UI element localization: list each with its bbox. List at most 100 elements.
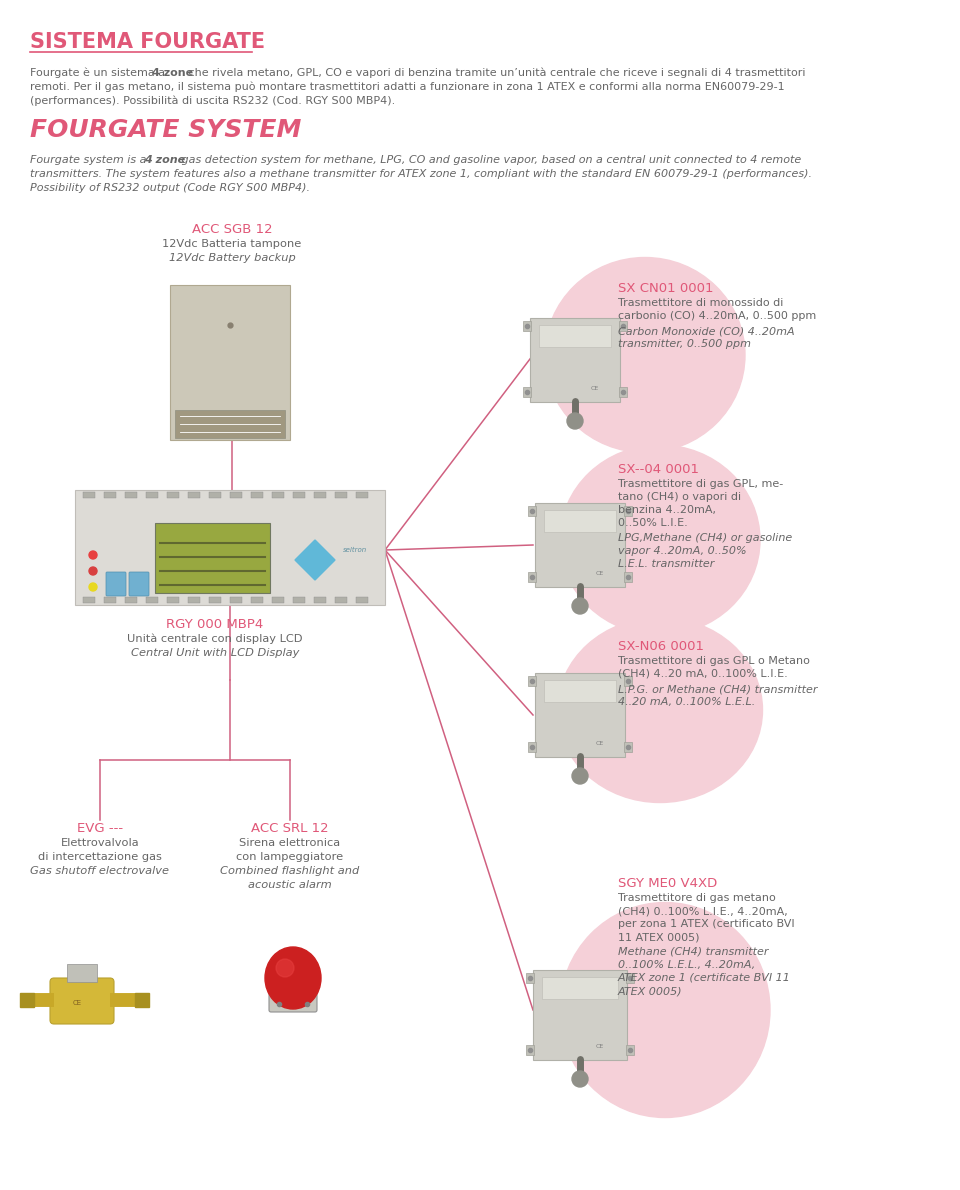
- Ellipse shape: [276, 959, 294, 977]
- FancyBboxPatch shape: [272, 597, 284, 603]
- Text: con lampeggiatore: con lampeggiatore: [236, 852, 344, 862]
- FancyBboxPatch shape: [523, 387, 531, 397]
- FancyBboxPatch shape: [314, 597, 326, 603]
- Text: 12Vdc Battery backup: 12Vdc Battery backup: [169, 253, 296, 263]
- Text: Trasmettitore di gas metano: Trasmettitore di gas metano: [618, 892, 776, 903]
- FancyBboxPatch shape: [83, 597, 95, 603]
- Circle shape: [572, 1071, 588, 1086]
- Text: Unità centrale con display LCD: Unità centrale con display LCD: [128, 634, 302, 645]
- Ellipse shape: [560, 902, 770, 1117]
- FancyBboxPatch shape: [175, 411, 285, 438]
- FancyBboxPatch shape: [619, 321, 627, 331]
- FancyBboxPatch shape: [624, 506, 632, 516]
- Text: Elettrovalvola: Elettrovalvola: [60, 838, 139, 848]
- Text: LPG,Methane (CH4) or gasoline: LPG,Methane (CH4) or gasoline: [618, 533, 792, 543]
- Text: CE: CE: [596, 1044, 604, 1050]
- Text: EVG ---: EVG ---: [77, 822, 123, 835]
- FancyBboxPatch shape: [167, 491, 179, 497]
- Text: Central Unit with LCD Display: Central Unit with LCD Display: [131, 649, 300, 658]
- FancyBboxPatch shape: [526, 1045, 534, 1056]
- Text: RGY 000 MBP4: RGY 000 MBP4: [166, 618, 264, 631]
- FancyBboxPatch shape: [530, 318, 620, 402]
- FancyBboxPatch shape: [528, 572, 536, 582]
- FancyBboxPatch shape: [624, 676, 632, 685]
- Text: SISTEMA FOURGATE: SISTEMA FOURGATE: [30, 32, 265, 52]
- Text: Fourgate è un sistema a: Fourgate è un sistema a: [30, 68, 169, 79]
- Text: SX--04 0001: SX--04 0001: [618, 463, 699, 476]
- Text: benzina 4..20mA,: benzina 4..20mA,: [618, 505, 716, 515]
- Ellipse shape: [545, 257, 745, 452]
- Text: CE: CE: [596, 741, 604, 746]
- FancyBboxPatch shape: [626, 1045, 634, 1056]
- FancyBboxPatch shape: [544, 679, 616, 702]
- FancyBboxPatch shape: [626, 973, 634, 983]
- FancyBboxPatch shape: [209, 491, 221, 497]
- Text: 4 zone: 4 zone: [144, 155, 185, 165]
- FancyBboxPatch shape: [314, 491, 326, 497]
- Text: FOURGATE SYSTEM: FOURGATE SYSTEM: [30, 118, 301, 142]
- Text: Sirena elettronica: Sirena elettronica: [239, 838, 341, 848]
- Circle shape: [572, 768, 588, 784]
- FancyBboxPatch shape: [188, 491, 200, 497]
- Text: transmitters. The system features also a methane transmitter for ATEX zone 1, co: transmitters. The system features also a…: [30, 169, 812, 178]
- Ellipse shape: [560, 445, 760, 635]
- Circle shape: [89, 583, 97, 591]
- FancyBboxPatch shape: [125, 491, 137, 497]
- Text: Combined flashlight and: Combined flashlight and: [221, 866, 360, 876]
- FancyBboxPatch shape: [272, 491, 284, 497]
- FancyBboxPatch shape: [335, 491, 347, 497]
- Ellipse shape: [558, 618, 762, 802]
- Text: Carbon Monoxide (CO) 4..20mA: Carbon Monoxide (CO) 4..20mA: [618, 326, 795, 336]
- Text: tano (CH4) o vapori di: tano (CH4) o vapori di: [618, 491, 741, 502]
- Circle shape: [89, 566, 97, 575]
- Text: (CH4) 4..20 mA, 0..100% L.I.E.: (CH4) 4..20 mA, 0..100% L.I.E.: [618, 669, 788, 679]
- FancyBboxPatch shape: [523, 321, 531, 331]
- Text: per zona 1 ATEX (certificato BVI: per zona 1 ATEX (certificato BVI: [618, 919, 795, 929]
- Text: 4 zone: 4 zone: [152, 68, 193, 79]
- Text: 11 ATEX 0005): 11 ATEX 0005): [618, 932, 700, 942]
- FancyBboxPatch shape: [269, 981, 317, 1012]
- Text: gas detection system for methane, LPG, CO and gasoline vapor, based on a central: gas detection system for methane, LPG, C…: [178, 155, 802, 165]
- FancyBboxPatch shape: [251, 491, 263, 497]
- Text: SX CN01 0001: SX CN01 0001: [618, 282, 713, 295]
- FancyBboxPatch shape: [624, 743, 632, 752]
- FancyBboxPatch shape: [356, 597, 368, 603]
- Text: (performances). Possibilità di uscita RS232 (Cod. RGY S00 MBP4).: (performances). Possibilità di uscita RS…: [30, 96, 396, 106]
- FancyBboxPatch shape: [146, 491, 158, 497]
- Text: Trasmettitore di monossido di: Trasmettitore di monossido di: [618, 298, 783, 308]
- Polygon shape: [295, 540, 335, 580]
- FancyBboxPatch shape: [528, 676, 536, 685]
- FancyBboxPatch shape: [535, 674, 625, 757]
- Text: vapor 4..20mA, 0..50%: vapor 4..20mA, 0..50%: [618, 546, 747, 556]
- FancyBboxPatch shape: [125, 597, 137, 603]
- Text: 0..50% L.I.E.: 0..50% L.I.E.: [618, 518, 687, 528]
- Text: SX-N06 0001: SX-N06 0001: [618, 640, 704, 653]
- FancyBboxPatch shape: [535, 503, 625, 587]
- Text: ACC SRL 12: ACC SRL 12: [252, 822, 329, 835]
- FancyBboxPatch shape: [619, 387, 627, 397]
- FancyBboxPatch shape: [83, 491, 95, 497]
- Text: remoti. Per il gas metano, il sistema può montare trasmettitori adatti a funzion: remoti. Per il gas metano, il sistema pu…: [30, 82, 784, 93]
- FancyBboxPatch shape: [230, 491, 242, 497]
- FancyBboxPatch shape: [293, 491, 305, 497]
- FancyBboxPatch shape: [104, 597, 116, 603]
- Text: Trasmettitore di gas GPL o Metano: Trasmettitore di gas GPL o Metano: [618, 656, 810, 666]
- FancyBboxPatch shape: [539, 325, 611, 347]
- Text: 0..100% L.E.L., 4..20mA,: 0..100% L.E.L., 4..20mA,: [618, 960, 756, 970]
- FancyBboxPatch shape: [188, 597, 200, 603]
- Text: L.P.G. or Methane (CH4) transmitter: L.P.G. or Methane (CH4) transmitter: [618, 684, 818, 694]
- FancyBboxPatch shape: [50, 978, 114, 1025]
- FancyBboxPatch shape: [67, 964, 97, 982]
- FancyBboxPatch shape: [230, 597, 242, 603]
- Text: transmitter, 0..500 ppm: transmitter, 0..500 ppm: [618, 339, 751, 349]
- FancyBboxPatch shape: [335, 597, 347, 603]
- Text: CE: CE: [72, 1000, 82, 1006]
- Text: ACC SGB 12: ACC SGB 12: [192, 223, 273, 236]
- Text: di intercettazione gas: di intercettazione gas: [38, 852, 162, 862]
- Text: 12Vdc Batteria tampone: 12Vdc Batteria tampone: [162, 239, 301, 249]
- Ellipse shape: [265, 947, 321, 1009]
- FancyBboxPatch shape: [251, 597, 263, 603]
- FancyBboxPatch shape: [75, 490, 385, 605]
- Text: seltron: seltron: [343, 547, 367, 553]
- FancyBboxPatch shape: [356, 491, 368, 497]
